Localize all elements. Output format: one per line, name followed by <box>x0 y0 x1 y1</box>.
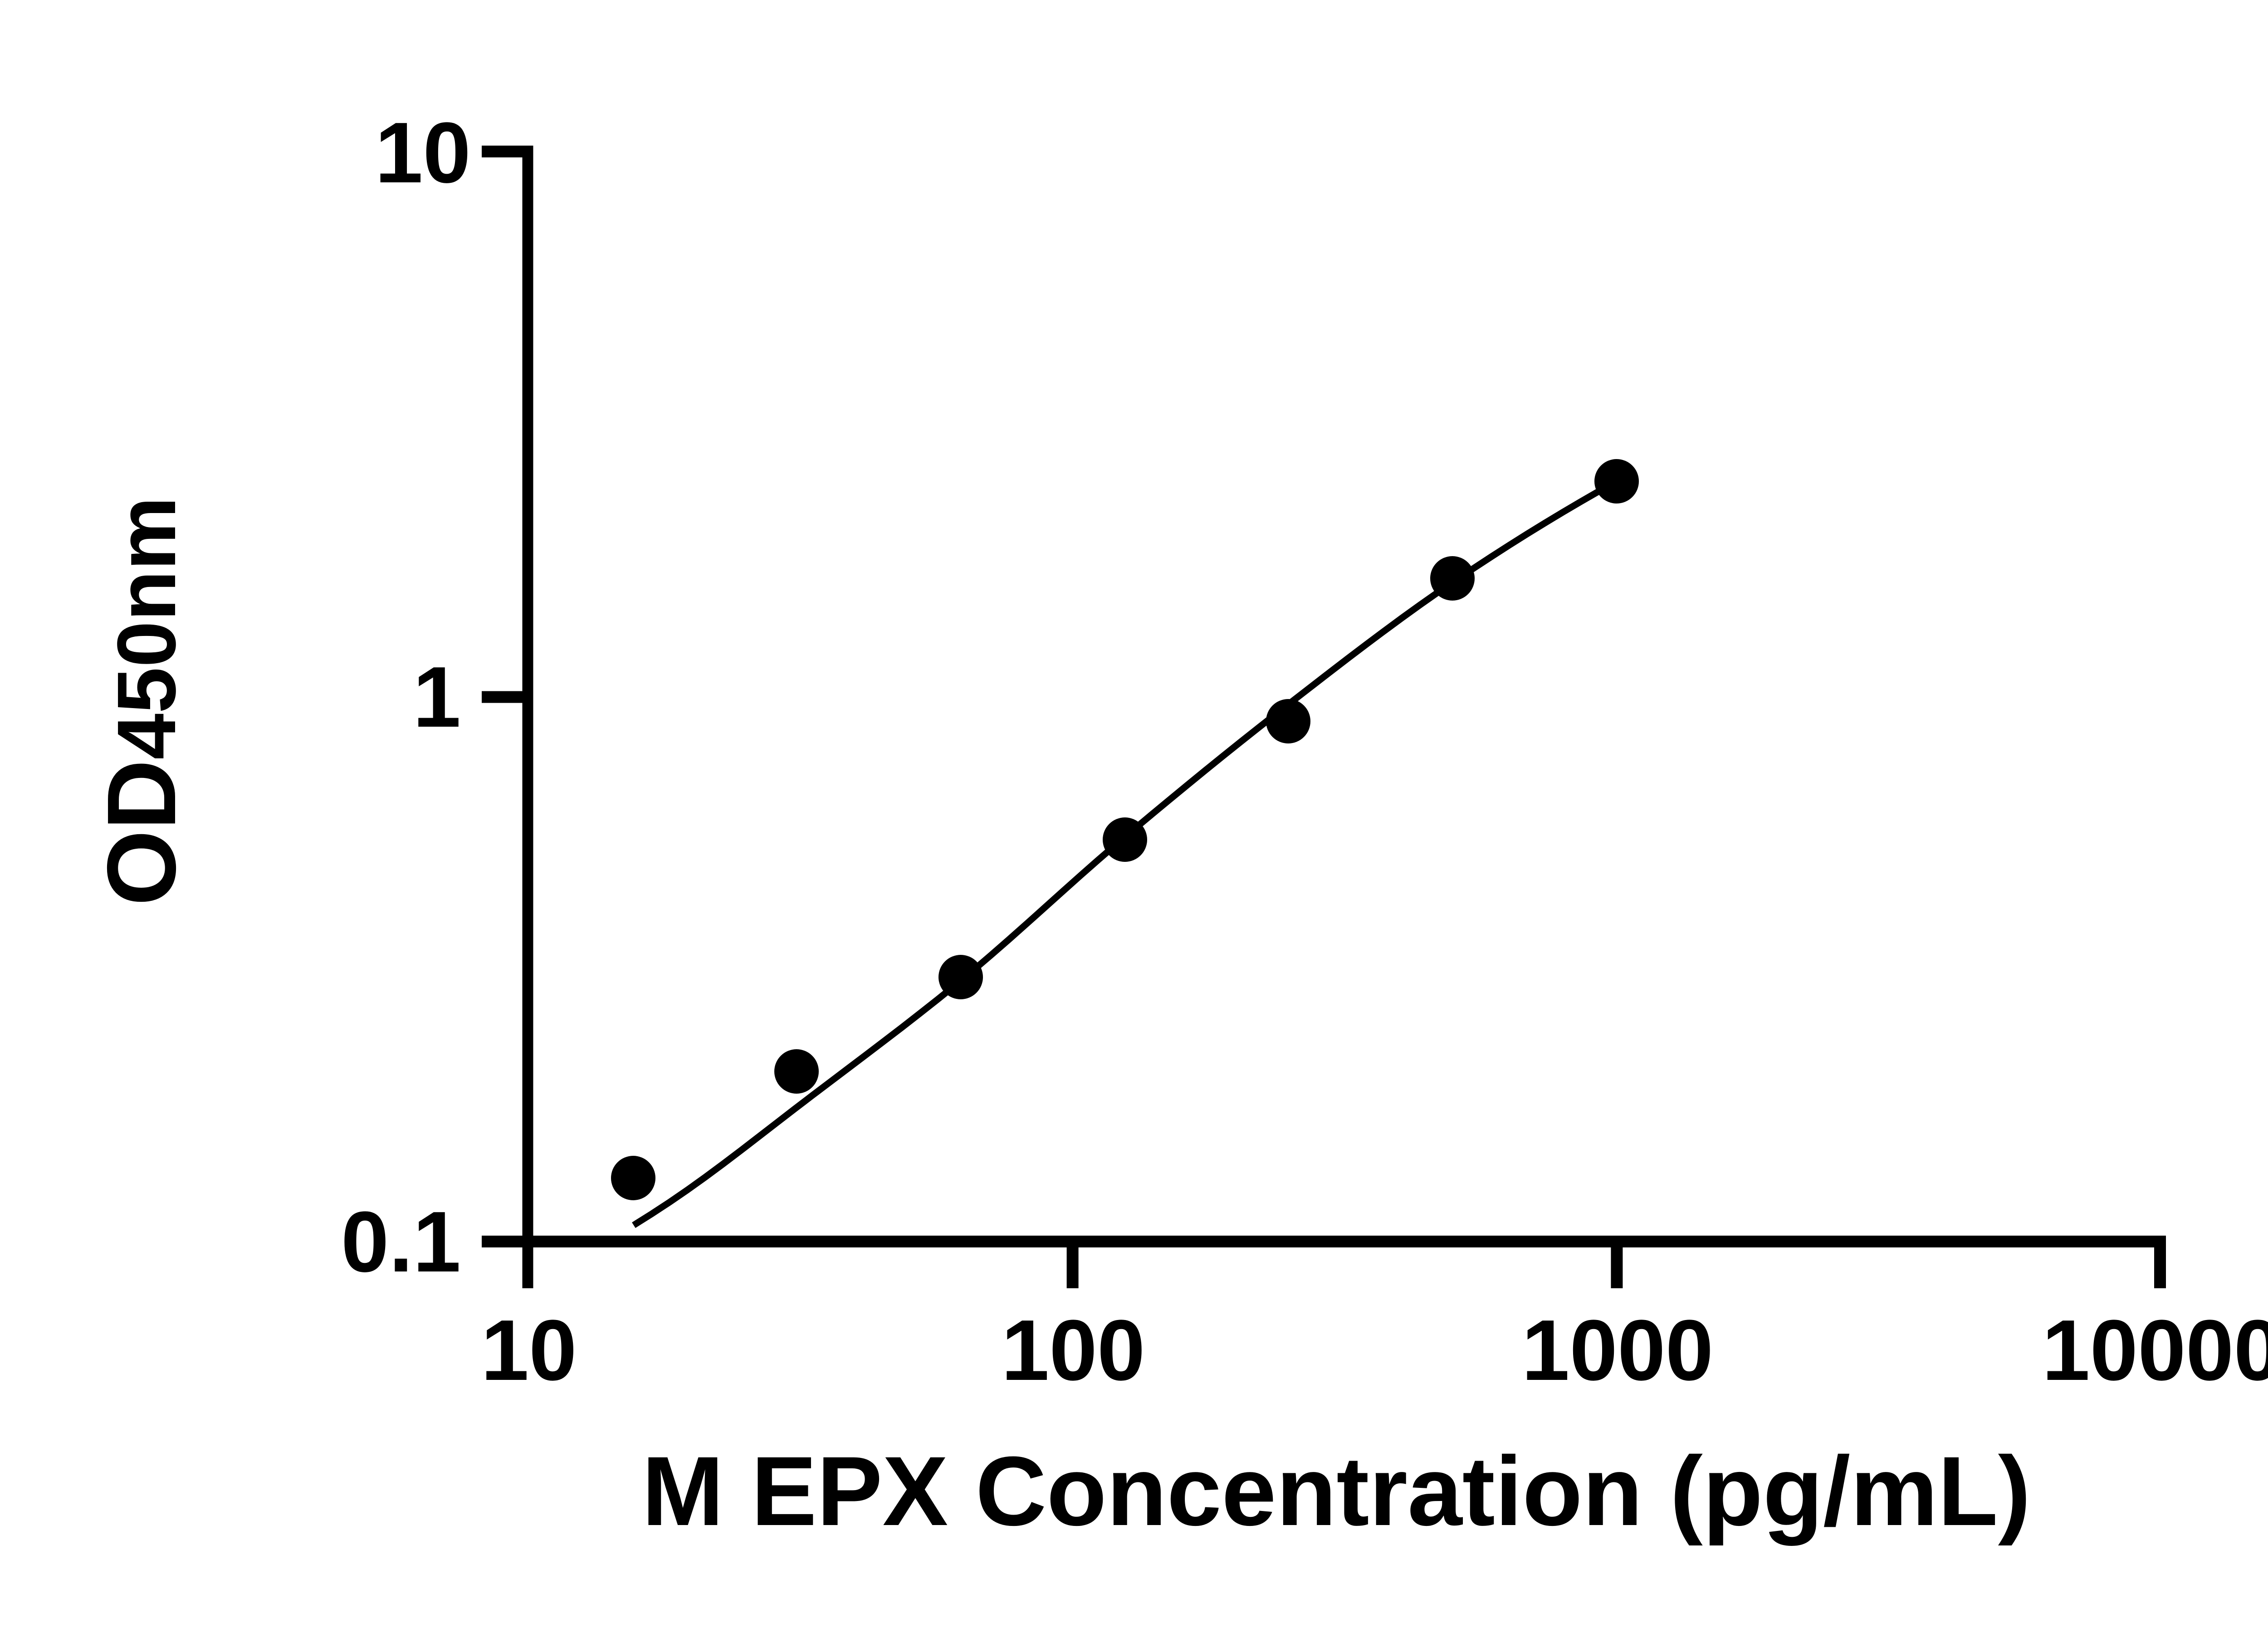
svg-text:1000: 1000 <box>1522 1302 1714 1398</box>
svg-text:10: 10 <box>481 1302 577 1398</box>
svg-text:100: 100 <box>1001 1302 1145 1398</box>
svg-text:10000: 10000 <box>2042 1302 2268 1398</box>
svg-text:1: 1 <box>413 649 461 745</box>
svg-text:10: 10 <box>375 105 471 201</box>
svg-text:OD450nm: OD450nm <box>87 497 196 906</box>
svg-text:0.1: 0.1 <box>341 1194 461 1290</box>
svg-text:M EPX Concentration (pg/mL): M EPX Concentration (pg/mL) <box>642 1436 2031 1546</box>
